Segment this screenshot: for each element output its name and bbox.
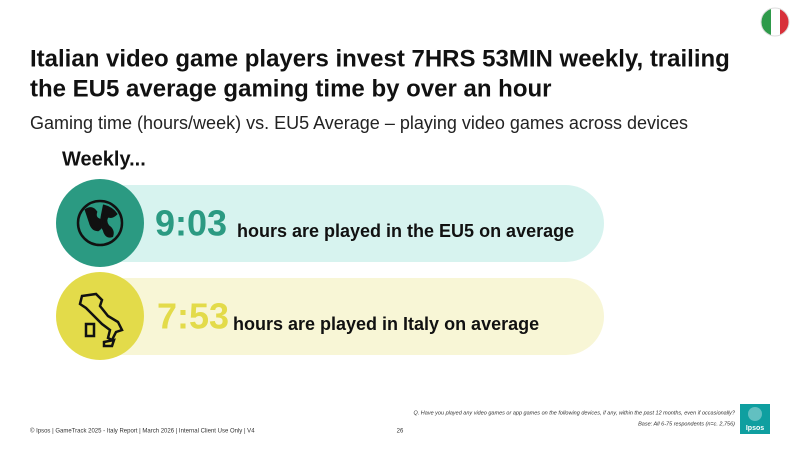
globe-icon (76, 199, 124, 247)
row-value: 7:53 (157, 296, 229, 337)
row-text: hours are played in the EU5 on average (237, 221, 574, 241)
title-line: the EU5 average gaming time by over an h… (30, 75, 551, 102)
italy-icon-bg (56, 272, 144, 360)
row-text: hours are played in Italy on average (233, 314, 539, 334)
italy-flag (760, 7, 790, 37)
footer-copyright: © Ipsos | GameTrack 2025 - Italy Report … (30, 428, 255, 435)
row-pill (60, 185, 604, 262)
footer-question: Q. Have you played any video games or ap… (413, 410, 735, 416)
logo-text: Ipsos (746, 425, 764, 432)
italy-icon (78, 292, 124, 348)
section-label: Weekly... (62, 148, 146, 170)
title-line: Italian video game players invest 7HRS 5… (30, 45, 730, 72)
logo-shape (748, 407, 762, 421)
footer-base: Base: All 6-75 respondents (n=c. 2,756) (638, 421, 735, 427)
logo-box (740, 404, 770, 434)
page-number: 26 (397, 429, 404, 435)
row-value: 9:03 (155, 203, 227, 244)
row-pill (60, 278, 604, 355)
subtitle: Gaming time (hours/week) vs. EU5 Average… (30, 113, 688, 133)
